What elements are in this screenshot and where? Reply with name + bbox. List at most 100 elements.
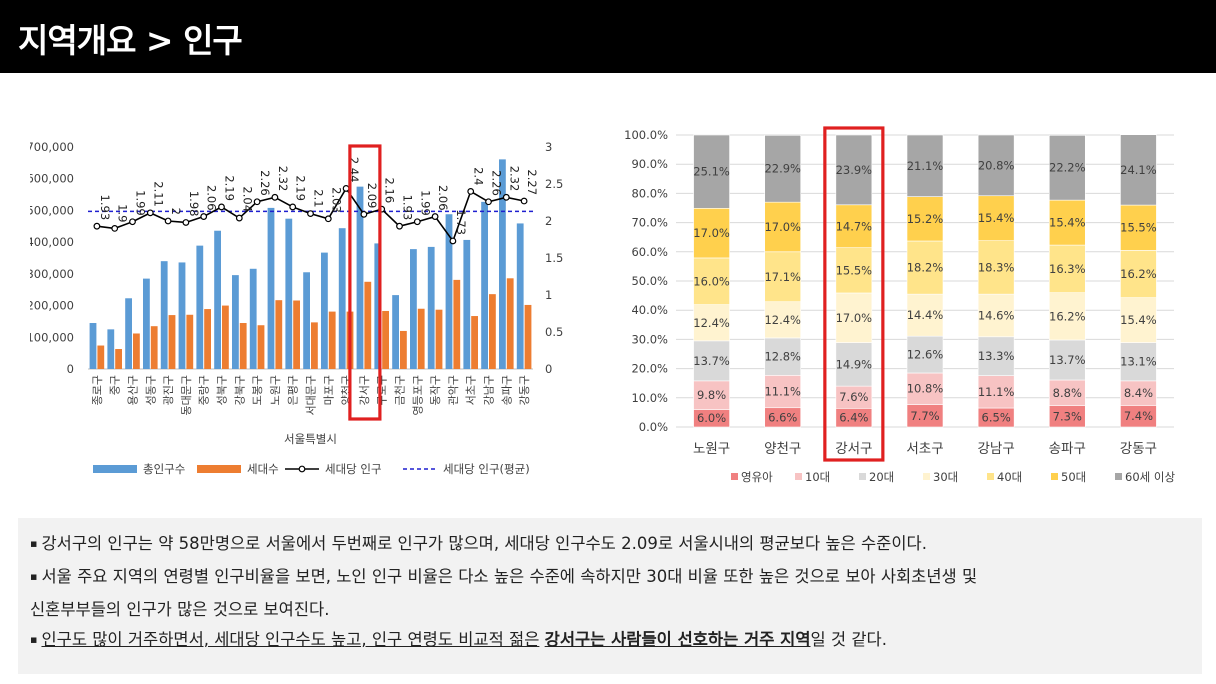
total-population-bar xyxy=(107,329,115,369)
per-household-point xyxy=(502,193,510,201)
total-population-bar xyxy=(178,262,186,369)
stacked-bar-segment xyxy=(1048,134,1086,201)
household-bar xyxy=(382,310,389,369)
stacked-bar-segment xyxy=(906,335,944,374)
x-tick-label: 노원구 xyxy=(269,375,282,405)
per-household-point xyxy=(271,193,279,201)
y-right-tick-label: 2.5 xyxy=(545,177,563,191)
per-household-point xyxy=(307,210,314,217)
per-household-point xyxy=(129,218,136,226)
y-tick-label: 70.0% xyxy=(631,216,668,230)
segment-data-label: 12.6% xyxy=(907,348,944,362)
y-tick-label: 40.0% xyxy=(631,303,668,317)
stacked-bar-segment xyxy=(764,134,802,203)
household-bar xyxy=(453,279,461,369)
household-bar xyxy=(506,278,514,369)
y-right-tick-label: 0 xyxy=(545,362,552,376)
segment-data-label: 14.7% xyxy=(836,219,873,233)
legend-label: 50대 xyxy=(1061,470,1086,484)
stacked-bar-segment xyxy=(1120,342,1157,382)
household-bar xyxy=(489,294,496,369)
per-household-data-label: 2.11 xyxy=(151,181,165,207)
y-tick-label: 90.0% xyxy=(631,157,668,171)
x-tick-label: 광진구 xyxy=(162,375,175,405)
segment-data-label: 14.6% xyxy=(978,308,1015,322)
total-population-bar xyxy=(160,261,168,369)
y-tick-label: 0.0% xyxy=(639,420,668,434)
x-tick-label: 노원구 xyxy=(693,441,730,457)
y-right-tick-label: 1 xyxy=(545,288,552,302)
stacked-bar-segment xyxy=(835,342,873,387)
segment-data-label: 22.9% xyxy=(764,162,801,176)
segment-data-label: 11.1% xyxy=(764,385,801,399)
x-tick-label: 금천구 xyxy=(393,375,407,405)
page-title: 지역개요 > 인구 xyxy=(18,21,243,60)
legend-label: 20대 xyxy=(869,470,894,484)
segment-data-label: 16.2% xyxy=(1049,309,1086,323)
segment-data-label: 25.1% xyxy=(693,165,730,179)
summary-box: ▪ 강서구의 인구는 약 58만명으로 서울에서 두번째로 인구가 많으며, 세대… xyxy=(18,518,1202,674)
segment-data-label: 12.4% xyxy=(693,316,730,330)
per-household-data-label: 2.19 xyxy=(294,175,308,201)
per-household-point xyxy=(449,237,457,245)
legend-swatch xyxy=(859,473,866,480)
x-tick-label: 강서구 xyxy=(835,441,872,457)
x-tick-label: 구로구 xyxy=(376,375,389,405)
per-household-point xyxy=(413,218,421,226)
total-population-bar xyxy=(196,245,204,369)
segment-data-label: 8.4% xyxy=(1124,386,1153,400)
y-tick-label: 50.0% xyxy=(631,274,668,288)
household-bar xyxy=(97,345,105,369)
legend-label: 영유아 xyxy=(741,470,773,484)
segment-data-label: 6.6% xyxy=(768,410,797,424)
x-group-label: 서울특별시 xyxy=(284,432,337,446)
per-household-point xyxy=(431,213,439,220)
per-household-point xyxy=(164,217,172,225)
x-tick-label: 강남구 xyxy=(978,441,1015,457)
age-distribution-chart: 0.0% 10.0% 20.0% 30.0% 40.0% 50.0% 60.0% 70.0% 8… xyxy=(624,126,1175,484)
segment-data-label: 23.9% xyxy=(836,163,873,177)
total-population-bar xyxy=(321,252,328,369)
total-population-bar xyxy=(89,323,97,369)
total-population-bar xyxy=(232,275,239,369)
segment-data-label: 22.2% xyxy=(1049,161,1086,175)
per-household-point xyxy=(396,222,403,230)
household-bar xyxy=(524,304,532,369)
household-bar xyxy=(222,305,229,369)
segment-data-label: 15.5% xyxy=(836,263,873,277)
bullet-icon: ▪ xyxy=(30,570,38,583)
x-tick-label: 강동구 xyxy=(1120,441,1157,457)
y-left-tick-label: 500,000 xyxy=(30,203,74,217)
summary-line-4: ▪ 인구도 많이 거주하면서, 세대당 인구수도 높고, 인구 연령도 비교적 젊… xyxy=(30,630,887,649)
per-household-data-label: 2.32 xyxy=(276,166,290,192)
x-tick-label: 송파구 xyxy=(1049,441,1086,457)
per-household-data-label: 2.03 xyxy=(329,187,343,213)
household-bar xyxy=(364,281,372,369)
legend-marker xyxy=(298,465,306,473)
per-household-point xyxy=(324,215,332,223)
total-population-bar xyxy=(427,246,435,369)
segment-data-label: 14.9% xyxy=(836,357,873,371)
household-bar xyxy=(239,323,247,369)
y-right-tick-label: 0.5 xyxy=(545,325,563,339)
segment-data-label: 13.3% xyxy=(978,349,1015,363)
segment-data-label: 15.2% xyxy=(907,212,944,226)
summary-line-3: 신혼부부들의 인구가 많은 것으로 보여진다. xyxy=(30,600,330,619)
legend-swatch xyxy=(987,473,994,480)
stacked-bar-segment xyxy=(906,196,944,242)
stacked-bar-segment xyxy=(1048,292,1086,341)
stacked-bar-segment xyxy=(764,337,802,376)
legend-swatch xyxy=(1115,473,1122,480)
segment-data-label: 17.0% xyxy=(693,226,730,240)
stacked-bar-segment xyxy=(977,240,1015,295)
per-household-data-label: 2.06 xyxy=(436,185,450,211)
segment-data-label: 15.4% xyxy=(1120,313,1157,327)
x-tick-label: 은평구 xyxy=(287,375,300,405)
per-household-data-label: 1.99 xyxy=(134,190,148,216)
legend-label: 세대당 인구 xyxy=(325,462,382,476)
household-bar xyxy=(435,309,443,369)
per-household-point xyxy=(182,219,190,226)
x-tick-label: 동대문구 xyxy=(180,375,193,415)
x-tick-label: 중랑구 xyxy=(198,375,211,405)
y-right-tick-label: 1.5 xyxy=(545,251,563,265)
